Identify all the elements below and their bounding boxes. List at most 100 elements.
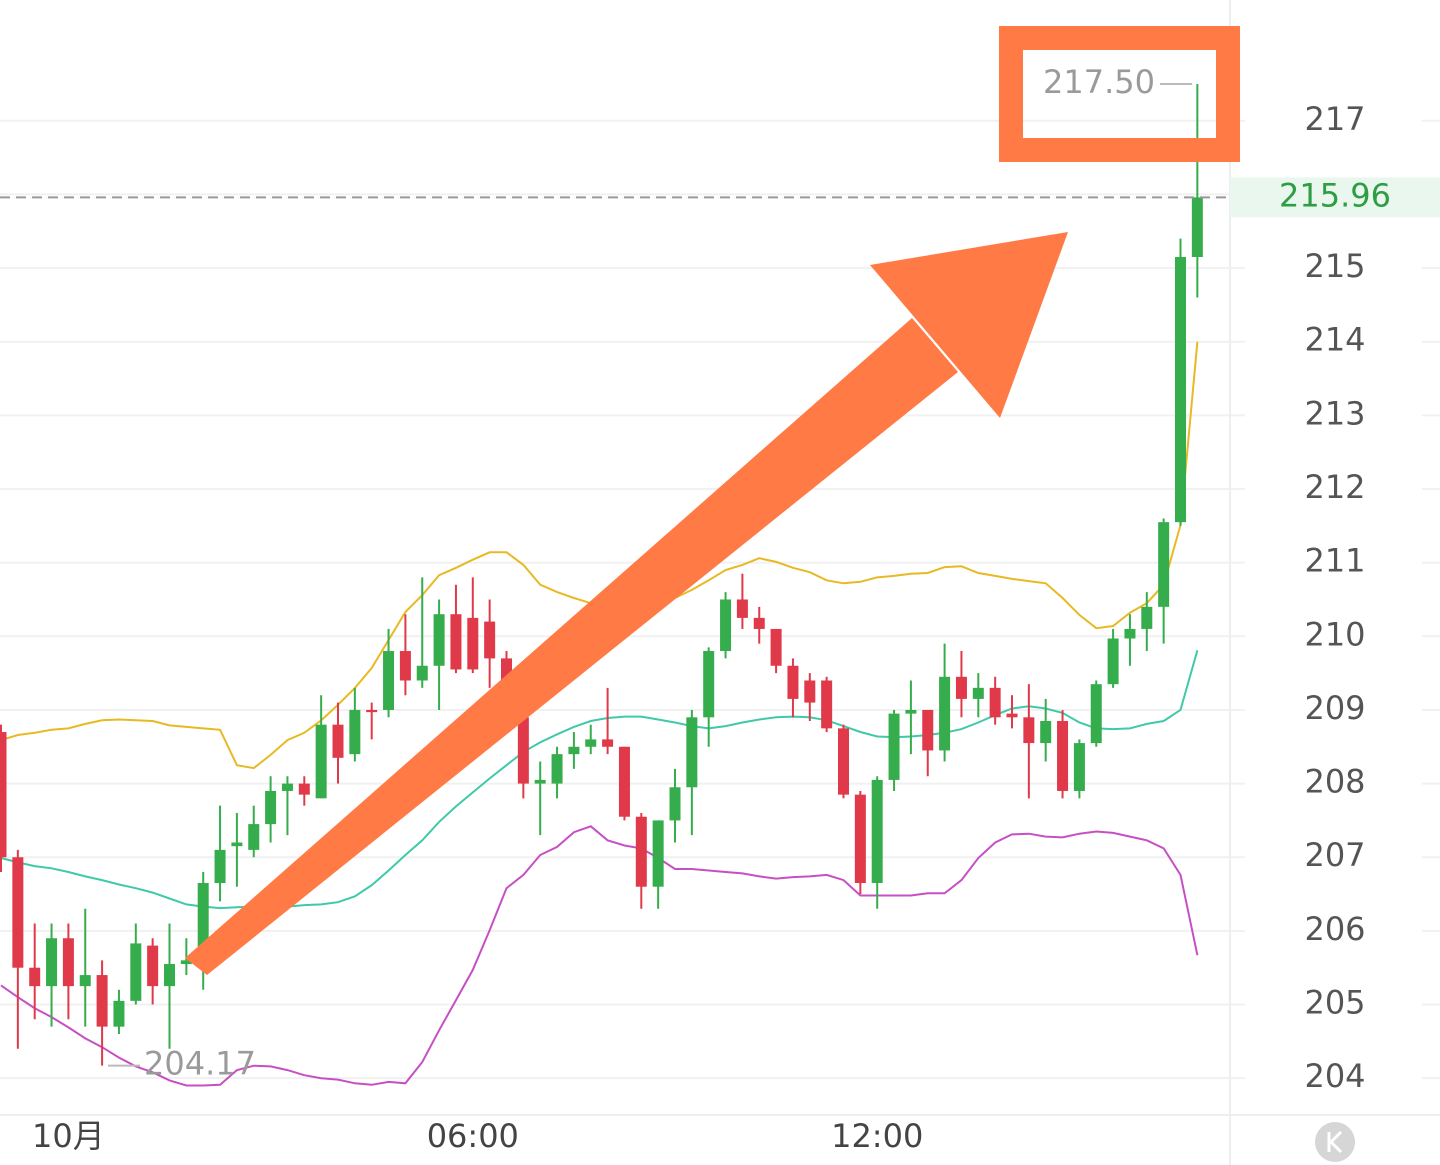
candle-body (686, 717, 698, 788)
candle-body (602, 739, 614, 747)
candle-body (838, 728, 849, 795)
candle-body (871, 779, 883, 884)
candle-body (231, 842, 243, 847)
y-tick-label: 213 (1304, 394, 1365, 432)
candle-body (383, 651, 395, 710)
candle-body (298, 783, 310, 795)
candle-body (450, 614, 462, 670)
candle-body (315, 724, 327, 799)
annotation-arrow-shaft (185, 318, 958, 975)
candle-body (888, 713, 900, 780)
x-tick-label: 12:00 (831, 1117, 923, 1155)
candle-body (433, 614, 445, 666)
k-button[interactable] (1315, 1122, 1355, 1162)
candle-body (12, 857, 24, 968)
candle-body (265, 790, 277, 825)
candle-body (922, 709, 934, 751)
candle-body (736, 599, 748, 618)
candle-body (0, 732, 7, 858)
candle-body (1090, 684, 1102, 744)
x-tick-label: 06:00 (427, 1117, 519, 1155)
candle-body (517, 717, 529, 784)
candle-body (214, 849, 226, 884)
candle-body (703, 651, 715, 718)
candle-body (534, 779, 546, 784)
y-tick-label: 209 (1304, 689, 1365, 727)
candle-body (1040, 720, 1052, 744)
candle-body (113, 1000, 125, 1027)
candle-body (1141, 606, 1153, 629)
candle-body (1023, 717, 1035, 744)
candle-body (281, 783, 293, 791)
y-tick-label: 204 (1304, 1057, 1365, 1095)
y-tick-label: 208 (1304, 763, 1365, 801)
candle-body (753, 617, 765, 629)
candle-body (332, 724, 344, 758)
candle-body (1073, 743, 1085, 791)
labels: 2042052062072082092102112122132142152162… (0, 63, 1440, 1155)
candle-body (770, 628, 782, 666)
candle-body (349, 709, 361, 755)
candle-body (635, 816, 647, 887)
candle-body (399, 651, 411, 681)
candle-body (551, 754, 563, 784)
y-tick-label: 207 (1304, 836, 1365, 874)
k-button-circle[interactable] (1315, 1122, 1355, 1162)
candle-body (1191, 197, 1203, 258)
candle-body (1057, 720, 1069, 791)
y-tick-label: 205 (1304, 984, 1365, 1022)
candle-body (79, 975, 91, 987)
candle-body (1175, 257, 1186, 523)
candle-body (96, 975, 108, 1027)
candle-body (652, 820, 664, 887)
k-button-icon[interactable] (1327, 1130, 1343, 1154)
candle-body (130, 943, 142, 1001)
candle-body (1124, 628, 1136, 639)
candle-body (585, 739, 597, 747)
candle-body (972, 687, 984, 699)
high-label: 217.50 (1043, 63, 1155, 101)
candle-body (164, 964, 175, 987)
candle-body (484, 621, 496, 659)
y-tick-label: 215 (1304, 247, 1365, 285)
candle-body (1107, 638, 1119, 685)
y-tick-label: 217 (1304, 100, 1365, 138)
candle-body (46, 938, 58, 987)
y-tick-label: 210 (1304, 615, 1365, 653)
candle-body (147, 945, 159, 987)
candle-body (197, 883, 209, 961)
last-price-label: 215.96 (1279, 176, 1391, 214)
low-label: 204.17 (144, 1045, 256, 1083)
annotation-box (999, 26, 1240, 162)
candle-body (804, 680, 816, 703)
candle-body (854, 794, 866, 884)
y-tick-label: 211 (1304, 542, 1365, 580)
candle-body (939, 676, 951, 751)
candle-body (821, 680, 833, 729)
last-price-tag (1230, 177, 1440, 218)
candle-body (989, 687, 1001, 718)
x-tick-label: 10月 (32, 1117, 105, 1155)
candle-body (416, 665, 428, 681)
candle-body (29, 967, 41, 987)
candle-body (720, 599, 732, 652)
candle-body (787, 665, 799, 699)
candle-body (1006, 713, 1018, 718)
y-tick-label: 214 (1304, 321, 1365, 359)
candle-body (180, 960, 192, 965)
candle-body (955, 676, 967, 699)
candle-body (366, 709, 378, 713)
band-line (0, 825, 1199, 1087)
y-tick-label: 212 (1304, 468, 1365, 506)
candle-body (905, 709, 917, 714)
candle-body (248, 824, 260, 850)
candle-body (568, 746, 580, 755)
candle-body (62, 938, 74, 987)
candle-body (669, 787, 681, 821)
candle-body (618, 746, 630, 817)
candle-body (1158, 522, 1170, 607)
y-tick-label: 206 (1304, 910, 1365, 948)
candle-body (467, 617, 479, 670)
